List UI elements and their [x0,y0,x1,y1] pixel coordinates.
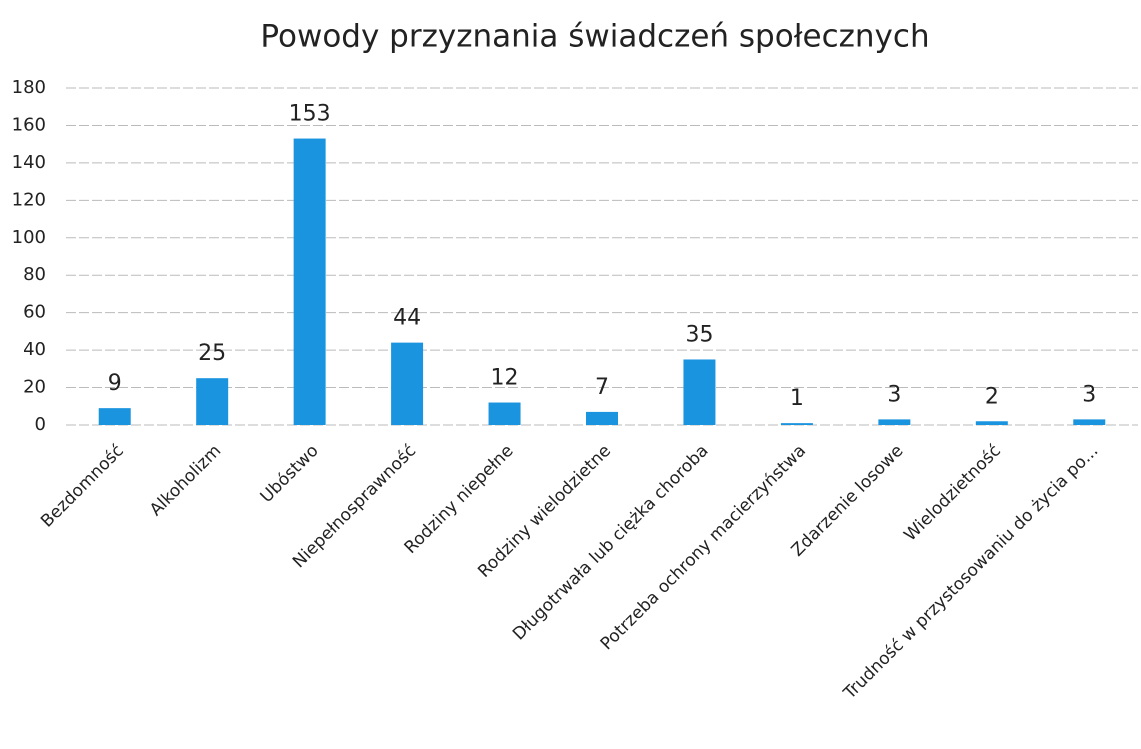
bar [196,378,229,425]
x-tick-label: Długotrwała lub ciężka choroba [509,441,712,644]
x-tick-label: Alkoholizm [146,441,225,520]
bar [878,419,911,425]
x-tick-label: Rodziny niepełne [401,441,518,558]
data-label: 2 [985,384,999,409]
bar [1073,419,1106,425]
data-label: 12 [491,366,519,391]
y-tick-label: 0 [35,414,46,435]
x-tick-label: Ubóstwo [257,441,323,507]
y-tick-label: 120 [12,189,46,210]
data-label: 35 [685,322,713,347]
y-tick-label: 20 [23,377,46,398]
y-tick-label: 80 [23,264,46,285]
data-label: 153 [289,102,331,127]
bar [488,402,521,425]
chart-title: Powody przyznania świadczeń społecznych [260,19,929,55]
y-tick-label: 160 [12,114,46,135]
x-tick-label: Bezdomność [37,441,128,532]
y-tick-label: 60 [23,302,46,323]
bar [683,359,716,425]
x-tick-label: Potrzeba ochrony macierzyństwa [597,441,810,654]
y-tick-label: 100 [12,227,46,248]
data-label: 25 [198,341,226,366]
bar [293,138,326,426]
data-label: 3 [1082,382,1096,407]
data-label: 9 [108,371,122,396]
bar [98,408,131,425]
y-tick-label: 180 [12,77,46,98]
bar [975,421,1008,425]
data-label: 7 [595,375,609,400]
data-label: 44 [393,306,421,331]
data-label: 3 [887,382,901,407]
data-label: 1 [790,386,804,411]
bar [391,342,424,425]
bar [780,423,813,425]
x-tick-label: Wielodzietność [900,441,1004,545]
y-tick-label: 140 [12,152,46,173]
bar [586,411,618,425]
y-tick-label: 40 [23,339,46,360]
